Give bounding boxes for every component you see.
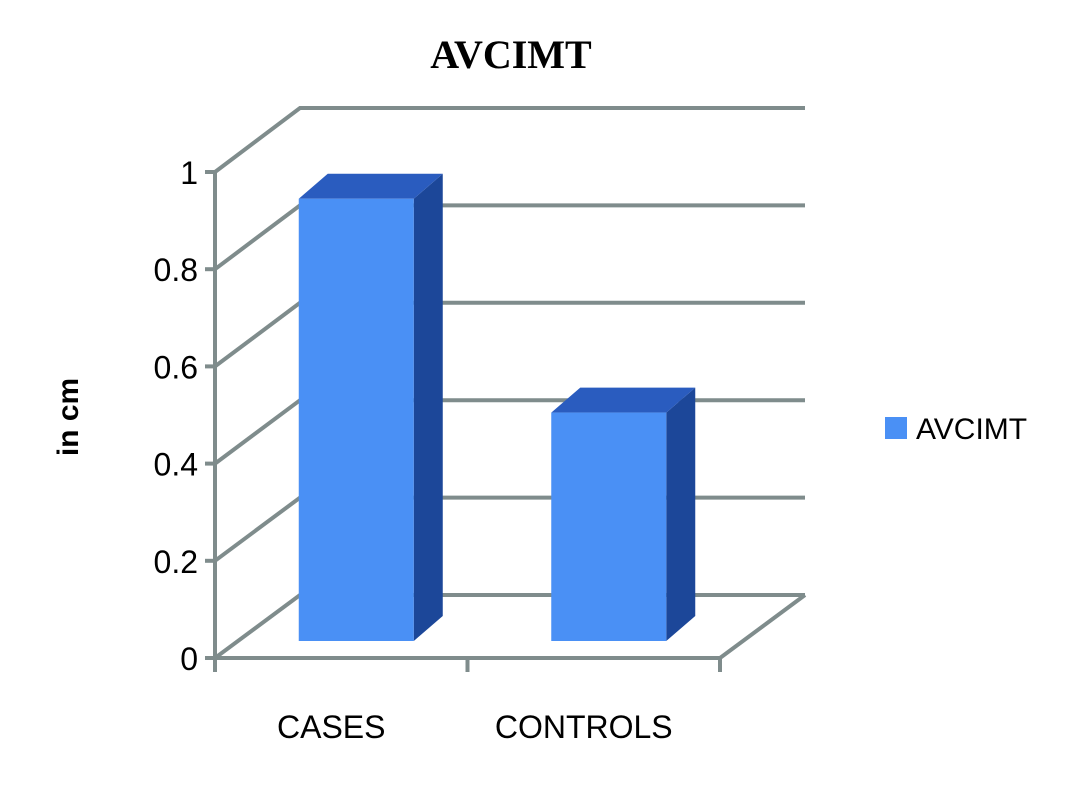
- chart-title: AVCIMT: [430, 32, 592, 77]
- bar-cases: [298, 198, 414, 642]
- legend-label: AVCIMT: [916, 413, 1027, 446]
- y-tick-label: 0: [180, 641, 198, 677]
- legend-swatch: [885, 417, 907, 439]
- x-category-labels: CASES CONTROLS: [277, 709, 673, 745]
- bar-side: [413, 173, 443, 642]
- y-tick-label: 0.6: [154, 349, 198, 385]
- bar-side: [666, 387, 696, 641]
- bar-controls: [551, 412, 667, 641]
- gridlines: [205, 106, 807, 672]
- y-tick-label: 0.8: [154, 252, 198, 288]
- y-axis-label: in cm: [52, 378, 85, 456]
- bar-top: [298, 173, 443, 199]
- y-tick-label: 0.4: [154, 447, 198, 483]
- x-category-label: CASES: [277, 709, 385, 745]
- x-category-label: CONTROLS: [495, 709, 673, 745]
- y-tick-label: 1: [180, 155, 198, 191]
- y-tick-labels: 0 0.2 0.4 0.6 0.8 1: [154, 155, 198, 677]
- bar-top: [551, 387, 696, 413]
- gridline: [213, 106, 805, 174]
- bars: [298, 173, 696, 642]
- y-tick-label: 0.2: [154, 544, 198, 580]
- legend: AVCIMT: [885, 413, 1027, 446]
